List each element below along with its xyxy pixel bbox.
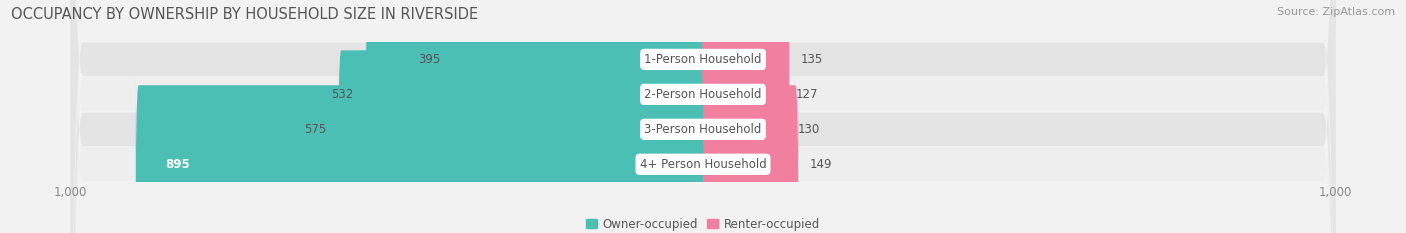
Text: 2-Person Household: 2-Person Household	[644, 88, 762, 101]
Text: Source: ZipAtlas.com: Source: ZipAtlas.com	[1277, 7, 1395, 17]
Text: 4+ Person Household: 4+ Person Household	[640, 158, 766, 171]
FancyBboxPatch shape	[70, 0, 1336, 233]
Text: 895: 895	[165, 158, 190, 171]
FancyBboxPatch shape	[702, 34, 786, 225]
Text: 130: 130	[799, 123, 820, 136]
Text: 1-Person Household: 1-Person Household	[644, 53, 762, 66]
FancyBboxPatch shape	[70, 0, 1336, 233]
FancyBboxPatch shape	[702, 69, 799, 233]
Text: 135: 135	[801, 53, 824, 66]
Text: 149: 149	[810, 158, 832, 171]
FancyBboxPatch shape	[702, 0, 790, 155]
Text: 127: 127	[796, 88, 818, 101]
Text: 3-Person Household: 3-Person Household	[644, 123, 762, 136]
FancyBboxPatch shape	[337, 34, 704, 225]
Legend: Owner-occupied, Renter-occupied: Owner-occupied, Renter-occupied	[581, 213, 825, 233]
FancyBboxPatch shape	[702, 0, 785, 190]
Text: OCCUPANCY BY OWNERSHIP BY HOUSEHOLD SIZE IN RIVERSIDE: OCCUPANCY BY OWNERSHIP BY HOUSEHOLD SIZE…	[11, 7, 478, 22]
Text: 575: 575	[304, 123, 326, 136]
FancyBboxPatch shape	[70, 0, 1336, 233]
FancyBboxPatch shape	[366, 0, 704, 190]
Text: 532: 532	[332, 88, 354, 101]
FancyBboxPatch shape	[451, 0, 704, 155]
FancyBboxPatch shape	[70, 0, 1336, 233]
Text: 395: 395	[418, 53, 440, 66]
FancyBboxPatch shape	[135, 69, 704, 233]
